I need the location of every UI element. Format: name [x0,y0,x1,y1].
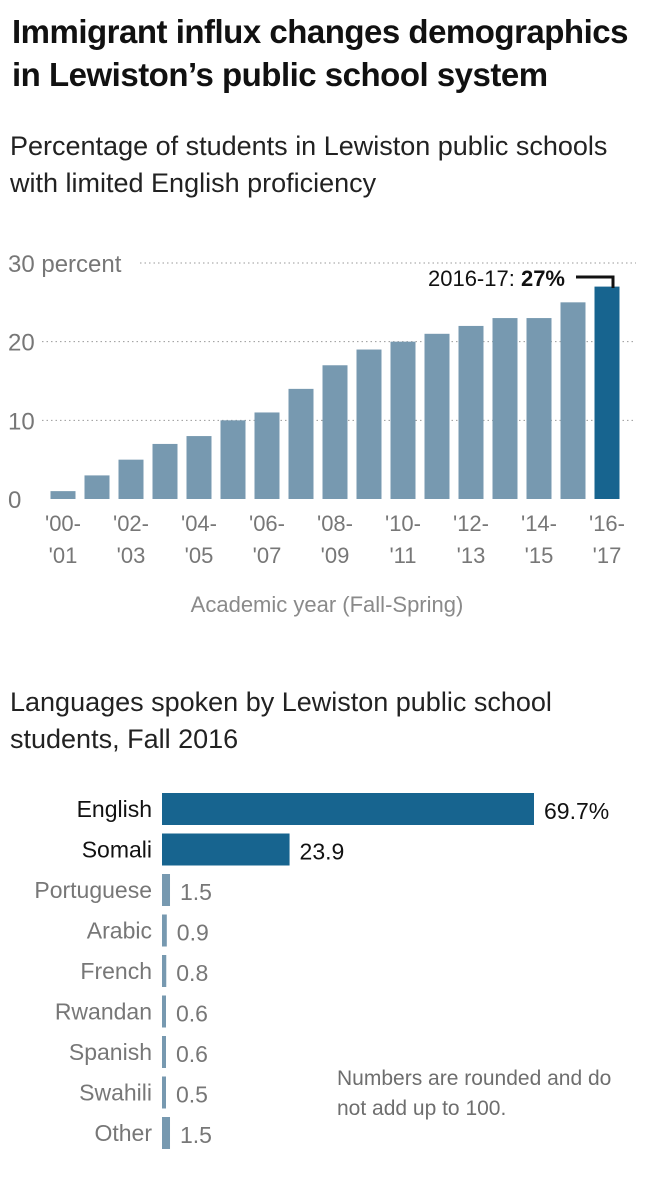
x-tick-label: '10- [385,511,421,536]
x-tick-label: '15 [525,543,554,568]
value-label: 1.5 [180,879,212,905]
x-tick-label: '07 [253,543,282,568]
annotation-label: 2016-17: 27% [428,266,565,291]
category-label: Swahili [79,1080,152,1106]
category-label: Somali [82,837,152,863]
category-label: Portuguese [34,877,152,903]
bar-2012-13 [458,325,484,499]
bar-arabic [162,914,167,947]
value-label: 69.7% [544,798,609,824]
bar-portuguese [162,874,171,906]
bar-french [162,955,167,987]
bar-swahili [162,1076,166,1109]
value-label: 0.5 [176,1082,208,1108]
category-label: Spanish [69,1039,152,1065]
x-tick-label: '09 [321,543,350,568]
value-label: 0.6 [176,1041,208,1067]
x-tick-label: '11 [389,543,416,568]
value-label: 0.6 [176,1001,208,1027]
x-tick-label: '04- [181,511,217,536]
value-label: 0.9 [177,920,209,946]
bar-2011-12 [424,333,450,499]
annotation-leader [576,275,615,288]
x-tick-label: '16- [589,511,625,536]
chart2-note: Numbers are rounded and do not add up to… [337,1067,612,1120]
x-tick-label: '03 [117,543,146,568]
value-label: 1.5 [180,1122,212,1148]
category-label: French [80,958,152,984]
bar-somali [162,833,290,866]
bar-2007-08 [288,388,314,499]
y-tick-label: 20 [8,330,35,357]
annotation-prefix: 2016-17: [428,266,521,291]
bar-2004-05 [186,436,212,499]
x-tick-label: '00- [45,511,81,536]
chart1-title: Percentage of students in Lewiston publi… [10,131,608,198]
bar-rwandan [162,995,166,1028]
x-axis-label: Academic year (Fall-Spring) [191,592,464,617]
bar-2015-16 [560,302,586,499]
x-tick-label: '01 [49,543,78,568]
x-tick-label: '12- [453,511,489,536]
page-title: Immigrant influx changes demographics in… [12,13,628,93]
annotation-value: 27% [521,266,565,291]
x-tick-label: '06- [249,511,285,536]
x-tick-label: '05 [185,543,214,568]
category-label: Arabic [87,918,152,944]
bar-2000-01 [50,491,76,499]
bar-2014-15 [526,318,552,499]
chart2-languages-bar-chart: English 69.7% Somali 23.9 Portuguese 1.5 Arabi… [34,793,609,1149]
value-label: 0.8 [176,960,208,986]
y-tick-label: 30 percent [8,251,122,278]
bar-2009-10 [356,349,382,499]
bar-2002-03 [118,459,144,499]
chart2-title: Languages spoken by Lewiston public scho… [10,687,552,754]
x-tick-label: '17 [593,543,622,568]
x-tick-label: '14- [521,511,557,536]
category-label: English [77,796,152,822]
bar-english [162,793,534,825]
bar-2016-17 [594,286,620,499]
x-tick-label: '13 [457,543,486,568]
bar-other [162,1117,171,1149]
category-label: Rwandan [55,999,152,1025]
value-label: 23.9 [300,839,345,865]
y-tick-label: 10 [8,408,35,435]
bar-2013-14 [492,318,518,499]
y-tick-label: 0 [8,487,21,514]
x-tick-label: '08- [317,511,353,536]
bar-2006-07 [254,412,280,499]
bar-2008-09 [322,365,348,499]
chart1-lep-bar-chart: 0 10 20 30 percent '00- '01 '02- '03 '04- '05 '06-… [8,251,636,617]
bar-2001-02 [84,475,110,499]
category-label: Other [94,1120,152,1146]
bar-2010-11 [390,341,416,499]
bar-spanish [162,1036,166,1068]
x-tick-label: '02- [113,511,149,536]
bar-2005-06 [220,420,246,499]
bar-2003-04 [152,443,178,499]
